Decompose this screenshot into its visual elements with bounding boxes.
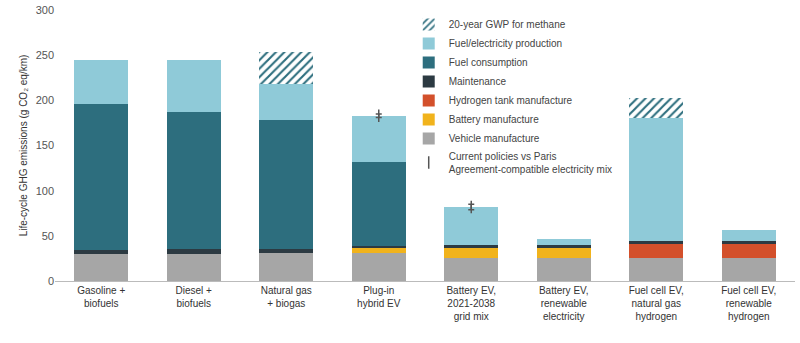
svg-text:150: 150 [36, 139, 54, 151]
svg-text:Maintenance: Maintenance [449, 76, 507, 87]
svg-text:Hydrogen tank manufacture: Hydrogen tank manufacture [449, 95, 573, 106]
svg-text:100: 100 [36, 185, 54, 197]
svg-text:Vehicle manufacture: Vehicle manufacture [449, 133, 540, 144]
svg-text:50: 50 [42, 230, 54, 242]
svg-text:Fuel cell EV,renewablehydrogen: Fuel cell EV,renewablehydrogen [721, 285, 776, 322]
svg-text:20-year GWP for methane: 20-year GWP for methane [449, 19, 566, 30]
svg-text:Fuel consumption: Fuel consumption [449, 57, 528, 68]
svg-text:Battery manufacture: Battery manufacture [449, 114, 539, 125]
svg-text:Fuel/electricity production: Fuel/electricity production [449, 38, 562, 49]
svg-text:Fuel cell EV,natural gashydrog: Fuel cell EV,natural gashydrogen [629, 285, 684, 322]
svg-text:Gasoline +biofuels: Gasoline +biofuels [77, 285, 125, 309]
svg-text:Natural gas+ biogas: Natural gas+ biogas [261, 285, 312, 309]
svg-text:200: 200 [36, 94, 54, 106]
svg-text:Plug-inhybrid EV: Plug-inhybrid EV [357, 285, 401, 309]
svg-text:250: 250 [36, 49, 54, 61]
svg-text:Life-cycle GHG emissions (g CO: Life-cycle GHG emissions (g CO₂ eq/km) [18, 55, 29, 237]
svg-text:Battery EV,renewableelectricit: Battery EV,renewableelectricity [539, 285, 589, 322]
svg-text:0: 0 [48, 275, 54, 287]
svg-text:Diesel +biofuels: Diesel +biofuels [176, 285, 213, 309]
svg-text:Current policies vs ParisAgree: Current policies vs ParisAgreement-compa… [449, 151, 612, 175]
svg-text:Battery EV,2021-2038grid mix: Battery EV,2021-2038grid mix [446, 285, 496, 322]
svg-text:300: 300 [36, 4, 54, 16]
